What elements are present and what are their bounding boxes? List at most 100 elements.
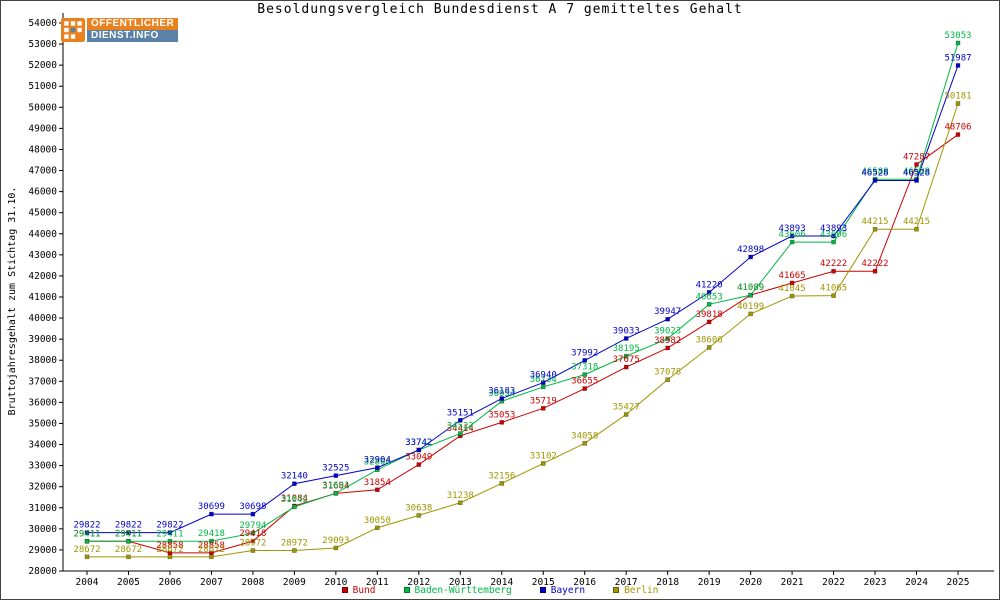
x-tick-label: 2008 — [241, 577, 264, 588]
y-tick-label: 45000 — [28, 208, 57, 219]
series-line — [87, 42, 959, 542]
site-logo[interactable]: ÖFFENTLICHER DIENST.INFO — [61, 18, 179, 42]
point-label: 41045 — [779, 284, 806, 294]
x-tick-label: 2020 — [739, 577, 762, 588]
point-label: 38582 — [654, 336, 681, 346]
y-tick-label: 28000 — [28, 566, 57, 577]
data-point-marker — [748, 292, 753, 298]
point-label: 38606 — [696, 335, 723, 345]
data-point-marker — [416, 447, 422, 453]
y-tick-label: 50000 — [28, 102, 57, 113]
point-label: 29794 — [239, 521, 266, 531]
data-point-marker — [789, 293, 795, 299]
point-label: 31042 — [281, 495, 308, 505]
data-point-marker — [250, 538, 256, 544]
data-point-marker — [84, 530, 90, 535]
point-label: 39947 — [654, 307, 681, 317]
data-point-marker — [126, 538, 131, 544]
y-tick-label: 35000 — [28, 418, 57, 429]
data-point-marker — [209, 511, 214, 517]
point-label: 28672 — [115, 545, 142, 555]
chart-title: Besoldungsvergleich Bundesdienst A 7 gem… — [257, 2, 743, 17]
data-point-marker — [665, 345, 670, 351]
point-label: 29411 — [115, 529, 142, 539]
point-label: 33742 — [405, 438, 432, 448]
point-label: 41220 — [696, 280, 723, 290]
x-tick-label: 2024 — [905, 577, 928, 588]
data-point-marker — [375, 465, 380, 470]
x-tick-label: 2007 — [200, 577, 223, 588]
data-point-marker — [457, 431, 463, 436]
data-point-marker — [499, 396, 505, 401]
point-label: 29822 — [156, 521, 183, 531]
point-label: 39818 — [696, 310, 723, 320]
x-tick-label: 2013 — [449, 577, 472, 588]
data-point-marker — [333, 545, 339, 551]
point-label: 35151 — [447, 408, 474, 418]
legend-swatch — [403, 587, 410, 593]
point-label: 35719 — [530, 396, 557, 406]
point-label: 28672 — [198, 545, 225, 555]
point-label: 31084 — [281, 494, 308, 504]
point-label: 46528 — [903, 168, 930, 178]
y-tick-label: 38000 — [28, 355, 57, 366]
point-label: 41665 — [779, 271, 806, 281]
x-tick-label: 2023 — [864, 577, 887, 588]
point-label: 51987 — [944, 53, 971, 63]
series-line — [87, 103, 959, 558]
data-point-marker — [209, 554, 214, 560]
point-label: 32140 — [281, 472, 308, 482]
data-point-marker — [582, 372, 588, 377]
data-point-marker — [955, 101, 961, 106]
point-label: 44215 — [903, 217, 930, 227]
point-label: 29411 — [73, 529, 100, 539]
data-point-marker — [250, 548, 256, 553]
data-point-marker — [167, 530, 173, 535]
data-point-marker — [748, 254, 753, 260]
data-point-marker — [540, 384, 546, 390]
legend-label: Bund — [352, 584, 376, 596]
data-point-marker — [582, 386, 588, 391]
data-point-marker — [582, 441, 588, 446]
point-label: 29822 — [115, 521, 142, 531]
data-point-marker — [457, 417, 463, 423]
data-point-marker — [914, 226, 919, 232]
data-point-marker — [126, 530, 131, 535]
point-label: 53053 — [944, 31, 971, 41]
point-label: 30638 — [405, 503, 432, 513]
data-point-marker — [665, 336, 670, 341]
point-label: 28672 — [156, 545, 183, 555]
point-label: 37318 — [571, 363, 598, 373]
point-label: 34414 — [447, 424, 474, 434]
data-point-marker — [706, 319, 712, 325]
data-point-marker — [209, 538, 214, 544]
point-label: 40653 — [696, 292, 723, 302]
point-label: 31684 — [322, 481, 349, 491]
point-label: 33102 — [530, 451, 557, 461]
data-point-marker — [955, 132, 961, 137]
y-tick-label: 52000 — [28, 60, 57, 71]
point-label: 43893 — [820, 224, 847, 234]
point-label: 42222 — [862, 259, 889, 269]
point-label: 29411 — [115, 529, 142, 539]
point-label: 50181 — [944, 91, 971, 101]
point-label: 34058 — [571, 431, 598, 441]
point-label: 43606 — [779, 230, 806, 240]
point-label: 28858 — [156, 541, 183, 551]
series-line — [87, 134, 959, 554]
data-point-marker — [292, 481, 297, 487]
point-label: 43606 — [820, 230, 847, 240]
x-tick-label: 2025 — [947, 577, 970, 588]
legend-item-bund: Bund — [341, 584, 376, 596]
data-point-marker — [623, 412, 629, 417]
point-label: 29418 — [198, 529, 225, 539]
legend-swatch — [539, 587, 546, 593]
data-point-marker — [167, 554, 173, 560]
point-label: 32904 — [364, 456, 391, 466]
x-tick-label: 2019 — [698, 577, 721, 588]
y-tick-label: 42000 — [28, 271, 57, 282]
point-label: 32804 — [364, 458, 391, 468]
point-label: 29411 — [73, 529, 100, 539]
point-label: 38195 — [613, 344, 640, 354]
logo-line1: ÖFFENTLICHER — [87, 18, 179, 30]
